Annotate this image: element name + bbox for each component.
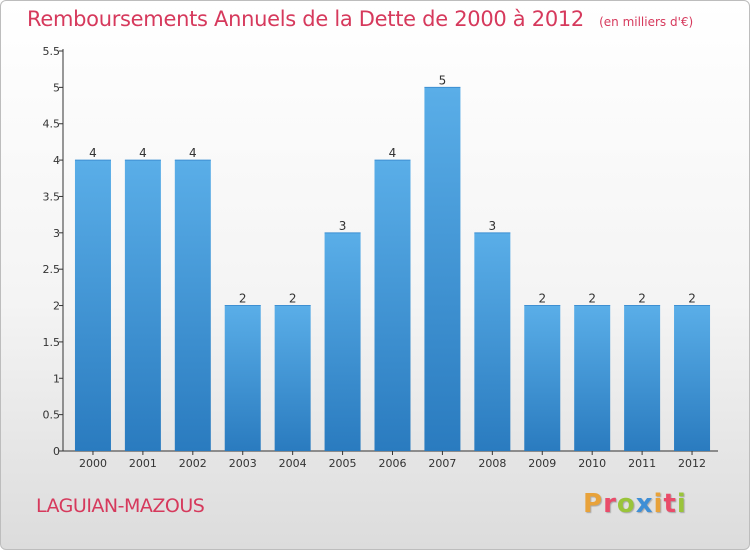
bar bbox=[524, 305, 561, 451]
data-label: 4 bbox=[89, 146, 97, 160]
bar bbox=[124, 160, 161, 451]
x-tick-label: 2001 bbox=[129, 457, 157, 470]
x-tick-label: 2008 bbox=[478, 457, 506, 470]
data-label: 5 bbox=[439, 73, 447, 87]
data-label: 2 bbox=[538, 292, 546, 306]
x-tick-label: 2000 bbox=[79, 457, 107, 470]
logo-letter: i bbox=[676, 489, 687, 519]
y-tick-label: 3 bbox=[53, 227, 60, 240]
data-label: 4 bbox=[389, 146, 397, 160]
logo-letter: x bbox=[635, 489, 654, 519]
chart-unit-note: (en milliers d'€) bbox=[599, 15, 694, 29]
x-tick-label: 2009 bbox=[528, 457, 556, 470]
logo-letter: P bbox=[583, 489, 604, 519]
commune-name: LAGUIAN-MAZOUS bbox=[36, 495, 205, 517]
y-tick-label: 4.5 bbox=[43, 118, 61, 131]
y-tick-label: 1.5 bbox=[43, 336, 61, 349]
logo-letter: r bbox=[603, 489, 617, 519]
x-tick-label: 2002 bbox=[179, 457, 207, 470]
data-label: 2 bbox=[638, 292, 646, 306]
chart-title-block: Remboursements Annuels de la Dette de 20… bbox=[27, 7, 693, 31]
bar bbox=[574, 305, 611, 451]
y-tick-label: 0.5 bbox=[43, 409, 61, 422]
y-tick-label: 1 bbox=[53, 372, 60, 385]
data-label: 2 bbox=[588, 292, 596, 306]
x-tick-label: 2006 bbox=[379, 457, 407, 470]
data-label: 3 bbox=[339, 219, 347, 233]
bar bbox=[224, 305, 261, 451]
x-tick-label: 2005 bbox=[329, 457, 357, 470]
bar bbox=[174, 160, 211, 451]
data-label: 4 bbox=[139, 146, 147, 160]
x-tick-label: 2010 bbox=[578, 457, 606, 470]
y-tick-label: 5.5 bbox=[43, 45, 61, 58]
data-label: 3 bbox=[489, 219, 497, 233]
y-tick-label: 5 bbox=[53, 81, 60, 94]
bar bbox=[74, 160, 111, 451]
data-label: 2 bbox=[239, 292, 247, 306]
x-tick-label: 2012 bbox=[678, 457, 706, 470]
proxiti-logo: Proxiti bbox=[583, 489, 687, 519]
chart-title: Remboursements Annuels de la Dette de 20… bbox=[27, 7, 584, 31]
y-tick-label: 2.5 bbox=[43, 263, 61, 276]
chart-bars bbox=[74, 86, 711, 451]
y-tick-label: 3.5 bbox=[43, 190, 61, 203]
logo-letter: t bbox=[663, 489, 677, 519]
bar bbox=[674, 305, 711, 451]
y-tick-label: 0 bbox=[53, 445, 60, 458]
bar bbox=[324, 232, 361, 451]
bar bbox=[424, 87, 461, 451]
x-tick-label: 2004 bbox=[279, 457, 307, 470]
data-label: 2 bbox=[289, 292, 297, 306]
logo-letter: o bbox=[616, 489, 636, 519]
bar bbox=[474, 232, 511, 451]
chart-labels: 0 0.5 1 1.5 2 2.5 3 3.5 4 4.5 5 5.5 4 2000 4 2001 4 2002 2… bbox=[43, 45, 707, 470]
x-tick-label: 2003 bbox=[229, 457, 257, 470]
y-tick-label: 4 bbox=[53, 154, 60, 167]
y-tick-label: 2 bbox=[53, 300, 60, 313]
data-label: 4 bbox=[189, 146, 197, 160]
x-tick-label: 2011 bbox=[628, 457, 656, 470]
bar bbox=[374, 160, 411, 451]
bar bbox=[274, 305, 311, 451]
x-tick-label: 2007 bbox=[428, 457, 456, 470]
logo-letter: i bbox=[653, 489, 664, 519]
bar bbox=[624, 305, 661, 451]
data-label: 2 bbox=[688, 292, 696, 306]
